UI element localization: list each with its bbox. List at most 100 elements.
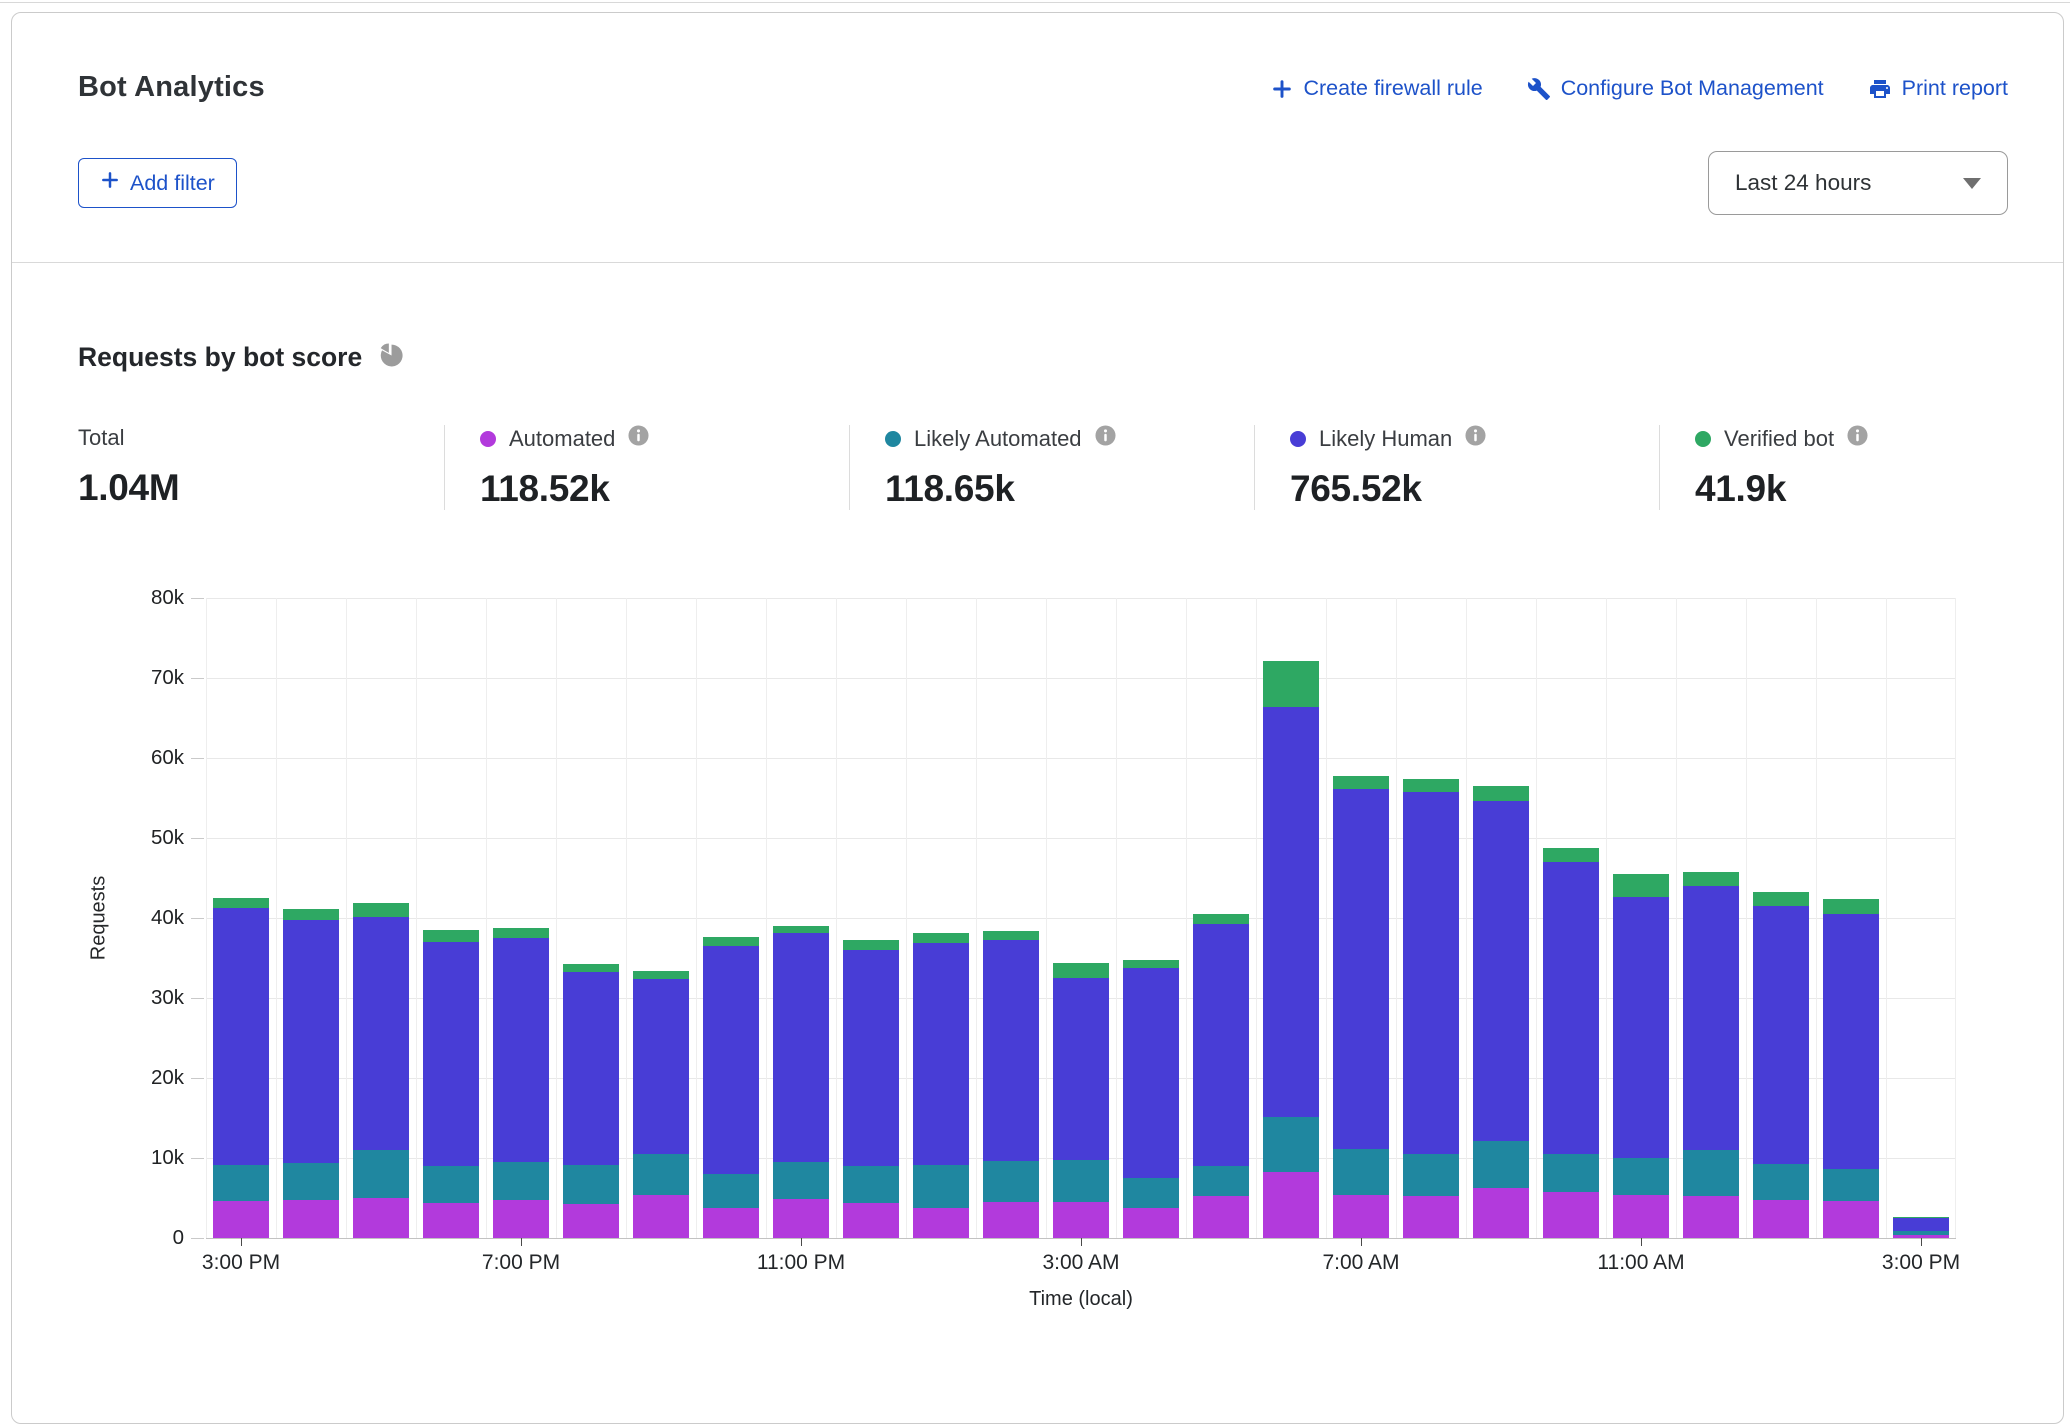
v-gridline (346, 598, 347, 1238)
info-icon[interactable] (1465, 425, 1486, 452)
info-icon[interactable] (1847, 425, 1868, 452)
v-gridline (416, 598, 417, 1238)
bar-300pm (1893, 1217, 1949, 1238)
bar-200pm (1823, 899, 1879, 1238)
create-firewall-rule-link[interactable]: Create firewall rule (1271, 76, 1483, 101)
stats-row: Total 1.04M Automated 118.52k Likely Aut… (78, 425, 2008, 510)
v-gridline (766, 598, 767, 1238)
x-tick-label: 7:00 AM (1322, 1251, 1400, 1274)
bar-segment-verified-bot (983, 931, 1039, 940)
stat-value: 118.52k (480, 468, 610, 509)
add-filter-button[interactable]: Add filter (78, 158, 237, 208)
h-gridline (206, 838, 1956, 839)
bar-segment-verified-bot (913, 933, 969, 943)
bar-segment-automated (1123, 1208, 1179, 1238)
verified-bot-legend-dot (1695, 430, 1711, 447)
v-gridline (1466, 598, 1467, 1238)
x-tick (1641, 1238, 1642, 1246)
bar-segment-automated (843, 1203, 899, 1238)
bar-segment-likely-automated (1613, 1158, 1669, 1195)
bar-400pm (283, 909, 339, 1238)
y-tick (191, 1158, 204, 1159)
y-tick-label: 20k (150, 1066, 184, 1089)
x-tick (1921, 1238, 1922, 1246)
info-icon[interactable] (628, 425, 649, 452)
x-tick (1361, 1238, 1362, 1246)
action-label: Create firewall rule (1303, 76, 1483, 100)
bar-segment-verified-bot (1403, 779, 1459, 792)
y-tick-label: 40k (150, 906, 184, 929)
bar-segment-automated (913, 1208, 969, 1238)
info-icon[interactable] (1095, 425, 1116, 452)
plus-icon (1271, 78, 1293, 100)
stat-likely-automated: Likely Automated 118.65k (849, 425, 1254, 510)
bar-segment-automated (283, 1200, 339, 1238)
bar-1100am (1613, 874, 1669, 1238)
h-gridline (206, 598, 1956, 599)
time-range-value: Last 24 hours (1735, 170, 1872, 195)
y-tick-label: 80k (150, 586, 184, 609)
v-gridline (1046, 598, 1047, 1238)
add-filter-label: Add filter (130, 170, 215, 195)
bar-segment-likely-human (1263, 707, 1319, 1117)
configure-bot-management-link[interactable]: Configure Bot Management (1527, 76, 1824, 101)
stat-likely-human: Likely Human 765.52k (1254, 425, 1659, 510)
bar-segment-verified-bot (703, 937, 759, 946)
bar-segment-automated (703, 1208, 759, 1238)
x-tick (241, 1238, 242, 1246)
bar-segment-likely-human (1333, 789, 1389, 1149)
bar-segment-verified-bot (1823, 899, 1879, 914)
action-label: Print report (1901, 76, 2008, 100)
v-gridline (1536, 598, 1537, 1238)
bar-segment-likely-human (1683, 886, 1739, 1150)
bar-segment-likely-automated (913, 1165, 969, 1208)
print-report-link[interactable]: Print report (1868, 76, 2008, 101)
bar-segment-likely-human (1893, 1218, 1949, 1231)
bar-segment-automated (493, 1200, 549, 1238)
bar-700pm (493, 928, 549, 1238)
bar-segment-likely-human (1823, 914, 1879, 1169)
bar-segment-likely-automated (353, 1150, 409, 1198)
v-gridline (206, 598, 207, 1238)
bar-segment-automated (1543, 1192, 1599, 1238)
plot-area (206, 598, 1956, 1246)
bar-segment-verified-bot (1683, 872, 1739, 886)
bar-segment-likely-human (563, 972, 619, 1165)
bar-segment-likely-automated (1403, 1154, 1459, 1196)
stat-label: Verified bot (1724, 425, 1835, 451)
x-tick-label: 3:00 PM (201, 1251, 281, 1274)
bar-segment-likely-automated (493, 1162, 549, 1200)
bar-segment-likely-automated (563, 1165, 619, 1204)
bar-segment-likely-automated (1123, 1178, 1179, 1208)
bar-800pm (563, 964, 619, 1238)
bar-1200pm (1683, 872, 1739, 1238)
h-gridline (206, 758, 1956, 759)
bot-analytics-card: Bot Analytics Create firewall rule Confi… (11, 12, 2064, 1424)
bar-segment-verified-bot (283, 909, 339, 920)
bar-segment-likely-automated (703, 1174, 759, 1208)
bar-segment-automated (1403, 1196, 1459, 1238)
bar-segment-verified-bot (633, 971, 689, 979)
pie-chart-icon (377, 341, 404, 373)
bar-300am (1053, 963, 1109, 1238)
bar-segment-verified-bot (843, 940, 899, 950)
bar-segment-verified-bot (1543, 848, 1599, 862)
bar-segment-automated (1193, 1196, 1249, 1238)
bar-segment-likely-automated (1053, 1160, 1109, 1202)
bar-200am (983, 931, 1039, 1238)
bar-segment-likely-automated (633, 1154, 689, 1195)
header-actions: Create firewall rule Configure Bot Manag… (1271, 71, 2008, 101)
bar-segment-automated (1753, 1200, 1809, 1238)
bar-segment-likely-human (1613, 897, 1669, 1158)
bar-segment-likely-human (773, 933, 829, 1162)
v-gridline (1746, 598, 1747, 1238)
time-range-select[interactable]: Last 24 hours (1708, 151, 2008, 215)
bar-segment-likely-human (213, 908, 269, 1165)
bar-segment-likely-human (843, 950, 899, 1166)
stat-value: 1.04M (78, 467, 180, 508)
bar-1000am (1543, 848, 1599, 1238)
y-axis-labels: 0 10k 20k 30k 40k 50k 60k 70k 80k (120, 586, 206, 1249)
bar-1000pm (703, 937, 759, 1238)
action-label: Configure Bot Management (1560, 76, 1824, 100)
bar-segment-likely-human (913, 943, 969, 1165)
